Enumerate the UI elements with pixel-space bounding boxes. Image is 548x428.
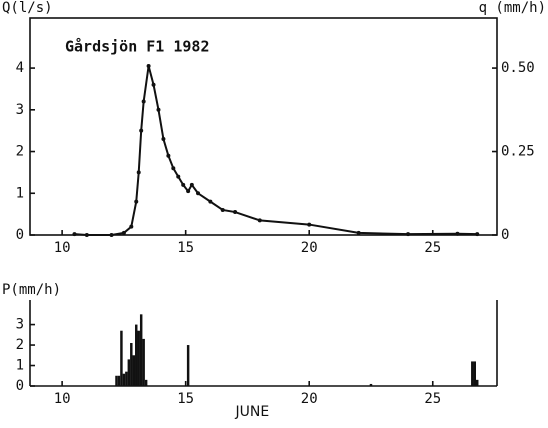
data-point (84, 233, 89, 237)
bar (473, 361, 476, 386)
data-point (129, 224, 134, 229)
bar (132, 355, 136, 386)
y-tick-label: 0 (16, 378, 24, 394)
x-tick-label: 15 (177, 391, 194, 407)
bar (137, 330, 140, 386)
bar (120, 330, 123, 386)
bar (144, 379, 148, 386)
y2-tick-label: 0.50 (501, 60, 535, 76)
data-point (171, 166, 176, 171)
data-point (196, 191, 201, 196)
y2-axis-label: q (mm/h) (479, 0, 546, 16)
y-tick-label: 4 (16, 60, 24, 76)
x-tick-label: 10 (54, 391, 71, 407)
y-axis-label: Q(l/s) (2, 0, 53, 16)
data-point (161, 137, 166, 142)
bar (139, 314, 143, 386)
y-tick-label: 2 (16, 337, 24, 353)
bar (115, 375, 118, 386)
data-point (139, 128, 144, 133)
y-tick-label: 1 (16, 185, 24, 201)
data-point (121, 230, 126, 235)
bar (130, 343, 133, 386)
data-point (146, 63, 151, 68)
y2-tick-label: 0 (501, 227, 509, 243)
bar (127, 359, 131, 386)
data-point (72, 232, 77, 237)
x-tick-label: 10 (54, 240, 71, 256)
y-tick-label: 2 (16, 144, 24, 160)
data-point (166, 153, 171, 158)
bar (471, 361, 474, 386)
y-tick-label: 3 (16, 317, 24, 333)
data-point (136, 170, 141, 175)
data-point (406, 232, 411, 237)
bar (369, 383, 373, 386)
data-point (455, 231, 460, 236)
y-tick-label: 0 (16, 227, 24, 243)
annotation: Gårdsjön F1 1982 (65, 38, 210, 56)
data-point (208, 199, 213, 204)
data-point (257, 218, 262, 223)
data-point (356, 230, 361, 235)
y-axis-label: P(mm/h) (2, 282, 61, 298)
data-point (156, 107, 161, 112)
data-point (475, 232, 480, 237)
data-point (186, 189, 191, 194)
x-tick-label: 25 (424, 240, 441, 256)
data-line (74, 65, 478, 236)
data-point (307, 222, 312, 227)
data-point (220, 207, 225, 212)
bar (135, 324, 138, 386)
x-tick-label: 15 (177, 240, 194, 256)
bar (117, 375, 121, 386)
bar (186, 345, 190, 386)
data-point (181, 182, 186, 187)
data-point (233, 210, 238, 215)
x-tick-label: 20 (301, 391, 318, 407)
bar (122, 373, 126, 386)
y-tick-label: 1 (16, 358, 24, 374)
data-point (151, 82, 156, 87)
bar (475, 379, 479, 386)
data-point (189, 182, 194, 187)
data-point (109, 233, 114, 237)
x-tick-label: 20 (301, 240, 318, 256)
data-point (134, 199, 139, 204)
y2-tick-label: 0.25 (501, 144, 535, 160)
data-point (141, 99, 146, 104)
plot-frame (29, 17, 498, 236)
data-point (176, 174, 181, 179)
bar (142, 338, 145, 386)
x-tick-label: 25 (424, 391, 441, 407)
y-tick-label: 3 (16, 102, 24, 118)
bar (125, 371, 128, 386)
x-axis-label: JUNE (235, 404, 270, 420)
